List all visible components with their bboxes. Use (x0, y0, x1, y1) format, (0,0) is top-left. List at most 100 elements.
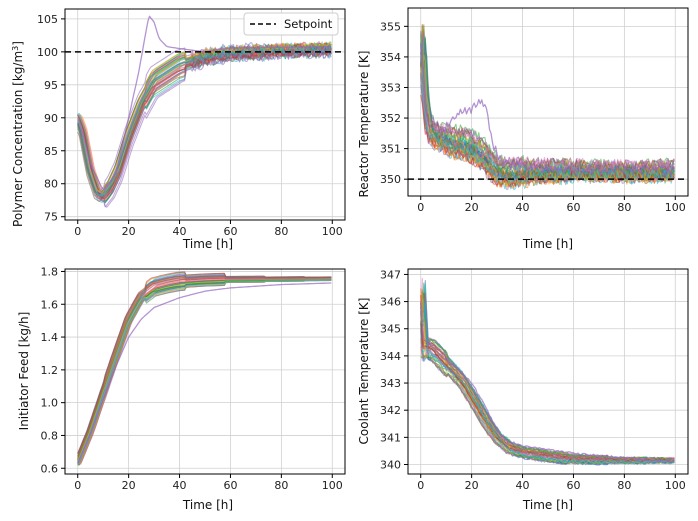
polymer-legend: Setpoint (243, 12, 339, 36)
reactor-traces (420, 23, 675, 191)
trace-line (420, 54, 675, 187)
y-tick-label: 351 (380, 143, 401, 156)
trace-line (420, 322, 675, 463)
polymer-ylabel: Polymer Concentration [kg/m3] (11, 41, 25, 227)
reactor-ylabel: Reactor Temperature [K] (357, 51, 371, 198)
reactor-xlabel: Time [h] (522, 237, 573, 251)
panel-polymer-concentration: 0 20 40 60 80 100 75 80 85 90 95 100 105 Polymer Con… (11, 8, 346, 251)
trace-line (420, 300, 675, 465)
x-tick-label: 0 (417, 201, 424, 214)
coolant-xlabel: Time [h] (522, 498, 573, 512)
polymer-xlabel: Time [h] (182, 237, 233, 251)
y-tick-label: 354 (380, 51, 401, 64)
y-tick-label: 1.2 (41, 364, 59, 377)
x-tick-label: 100 (322, 479, 343, 492)
trace-line (420, 302, 675, 464)
trace-line (77, 44, 332, 197)
trace-line (77, 278, 332, 465)
x-tick-label: 0 (74, 479, 81, 492)
x-tick-label: 0 (74, 225, 81, 238)
x-tick-label: 100 (322, 225, 343, 238)
y-tick-label: 341 (380, 431, 401, 444)
initiator-traces (77, 271, 332, 466)
trace-line (420, 324, 675, 465)
legend-setpoint-label: Setpoint (284, 17, 333, 31)
panel-coolant-temperature: 0 20 40 60 80 100 340 341 342 343 344 345 346 347 Coo… (357, 268, 689, 512)
trace-line (77, 276, 332, 461)
outlier-trace-line (77, 282, 332, 464)
coolant-plot-area: 0 20 40 60 80 100 340 341 342 343 344 345 346 347 (380, 268, 689, 492)
x-tick-label: 80 (274, 225, 288, 238)
trace-line (420, 36, 675, 184)
initiator-plot-area: 0 20 40 60 80 100 0.6 0.8 1.0 1.2 1.4 1.6 1.8 (41, 265, 346, 492)
y-tick-label: 344 (380, 350, 401, 363)
y-tick-label: 353 (380, 81, 401, 94)
x-tick-label: 0 (417, 479, 424, 492)
trace-line (77, 279, 332, 466)
y-tick-label: 85 (44, 145, 58, 158)
y-tick-label: 352 (380, 112, 401, 125)
panel-initiator-feed: 0 20 40 60 80 100 0.6 0.8 1.0 1.2 1.4 1.6 1.8 Initia… (17, 265, 346, 512)
x-tick-label: 60 (566, 201, 580, 214)
trace-line (77, 279, 332, 465)
trace-line (420, 301, 675, 465)
y-tick-label: 350 (380, 173, 401, 186)
y-tick-label: 90 (44, 112, 58, 125)
trace-line (420, 340, 675, 461)
polymer-plot-area: 0 20 40 60 80 100 75 80 85 90 95 100 105 (37, 8, 346, 238)
y-tick-label: 75 (44, 211, 58, 224)
trace-line (77, 279, 332, 462)
trace-line (420, 328, 675, 462)
coolant-ylabel: Coolant Temperature [K] (357, 298, 371, 445)
x-tick-label: 60 (223, 225, 237, 238)
x-tick-label: 40 (173, 479, 187, 492)
trace-line (77, 279, 332, 462)
y-tick-label: 340 (380, 458, 401, 471)
y-tick-label: 80 (44, 178, 58, 191)
trace-line (420, 346, 675, 465)
polymer-traces (77, 15, 332, 208)
x-tick-label: 80 (274, 479, 288, 492)
x-tick-label: 20 (465, 479, 479, 492)
trace-line (420, 321, 675, 462)
trace-line (77, 279, 332, 465)
trace-line (77, 50, 332, 208)
trace-line (420, 330, 675, 466)
x-tick-label: 80 (617, 479, 631, 492)
y-tick-label: 0.8 (41, 429, 59, 442)
x-tick-label: 60 (566, 479, 580, 492)
trace-line (420, 346, 675, 463)
trace-line (77, 278, 332, 465)
x-tick-label: 60 (223, 479, 237, 492)
y-tick-label: 1.4 (41, 331, 59, 344)
outlier-trace-line (420, 43, 675, 175)
axes-frame (64, 8, 346, 221)
initiator-ylabel: Initiator Feed [kg/h] (17, 312, 31, 431)
trace-line (420, 338, 675, 465)
trace-line (77, 46, 332, 200)
outlier-trace-line (420, 302, 675, 463)
y-tick-label: 1.8 (41, 265, 59, 278)
y-tick-label: 105 (37, 13, 58, 26)
x-tick-label: 40 (173, 225, 187, 238)
x-tick-label: 80 (617, 201, 631, 214)
trace-line (77, 278, 332, 465)
trace-line (77, 277, 332, 464)
trace-line (77, 279, 332, 466)
y-tick-label: 345 (380, 323, 401, 336)
axes-frame (64, 268, 346, 475)
x-tick-label: 20 (465, 201, 479, 214)
x-tick-label: 40 (516, 479, 530, 492)
x-tick-label: 100 (665, 479, 686, 492)
y-tick-label: 100 (37, 46, 58, 59)
x-tick-label: 40 (516, 201, 530, 214)
y-tick-label: 0.6 (41, 462, 59, 475)
y-tick-label: 1.6 (41, 298, 59, 311)
panel-reactor-temperature: 0 20 40 60 80 100 350 351 352 353 354 355 Reactor T… (357, 7, 689, 251)
initiator-xlabel: Time [h] (182, 498, 233, 512)
legend-box (243, 12, 339, 36)
coolant-traces (420, 277, 675, 466)
reactor-plot-area: 0 20 40 60 80 100 350 351 352 353 354 355 (380, 7, 689, 214)
y-tick-label: 347 (380, 268, 401, 281)
